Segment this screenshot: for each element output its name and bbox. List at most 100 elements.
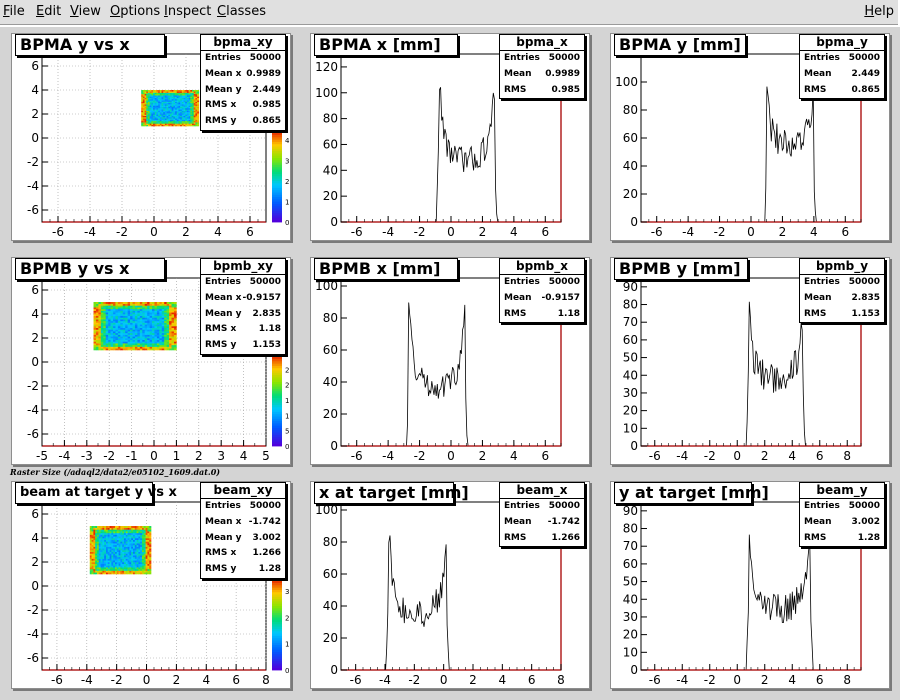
heatmap-cell — [104, 536, 107, 539]
heatmap-cell — [133, 543, 136, 546]
heatmap-cell — [163, 102, 166, 105]
heatmap-cell — [113, 538, 116, 541]
menu-classes[interactable]: Classes — [217, 4, 266, 19]
heatmap-cell — [141, 118, 144, 120]
heatmap-cell — [133, 565, 136, 568]
heatmap-cell — [193, 95, 196, 97]
heatmap-cell — [181, 117, 184, 119]
heatmap-cell — [161, 115, 164, 118]
heatmap-cell — [117, 339, 121, 342]
color-scale-step — [272, 199, 282, 202]
stats-value: 1.28 — [258, 564, 281, 575]
heatmap-cell — [166, 343, 170, 346]
heatmap-cell — [138, 568, 141, 571]
heatmap-cell — [139, 329, 143, 332]
menu-options[interactable]: Options — [110, 4, 161, 19]
heatmap-cell — [136, 536, 139, 539]
heatmap-cell — [124, 567, 127, 570]
heatmap-cell — [149, 529, 152, 532]
heatmap-cell — [171, 338, 175, 341]
x-tick-label: -4 — [379, 673, 391, 687]
heatmap-cell — [173, 326, 177, 329]
heatmap-cell — [164, 114, 167, 117]
heatmap-cell — [122, 334, 126, 337]
pad-beam_x[interactable]: -6 -4 -2 0 2 4 6 8 0 20 40 60 80 100 x at target [mm] b… — [310, 481, 590, 689]
heatmap-cell — [103, 327, 107, 330]
heatmap-cell — [173, 322, 177, 325]
menu-view[interactable]: View — [70, 4, 101, 19]
heatmap-cell — [173, 315, 177, 318]
heatmap-cell — [100, 534, 103, 537]
heatmap-cell — [180, 124, 183, 127]
y-tick-label: -4 — [27, 627, 39, 641]
heatmap-cell — [188, 124, 191, 127]
heatmap-cell — [127, 317, 131, 320]
z-tick-label: 20 — [285, 614, 290, 622]
heatmap-cell — [154, 93, 157, 96]
heatmap-cell — [139, 324, 143, 327]
pad-bpmb_x[interactable]: -6 -4 -2 0 2 4 6 0 20 40 60 80 100 BPMB x [mm] bpmb_x E… — [310, 257, 590, 465]
heatmap-cell — [143, 562, 146, 565]
heatmap-cell — [161, 117, 164, 119]
y-tick-label: 4 — [31, 83, 39, 97]
heatmap-cell — [178, 111, 181, 114]
heatmap-cell — [145, 536, 148, 539]
heatmap-cell — [134, 556, 137, 559]
heatmap-cell — [145, 555, 148, 558]
heatmap-cell — [130, 326, 133, 329]
heatmap-cell — [161, 96, 164, 99]
heatmap-cell — [129, 529, 132, 532]
menu-edit[interactable]: Edit — [36, 4, 62, 19]
heatmap-cell — [145, 550, 148, 553]
heatmap-cell — [114, 567, 118, 570]
heatmap-cell — [102, 565, 105, 568]
heatmap-cell — [102, 544, 105, 547]
menu-inspect[interactable]: Inspect — [164, 4, 212, 19]
heatmap-cell — [145, 541, 148, 544]
heatmap-cell — [144, 302, 148, 305]
heatmap-cell — [127, 562, 130, 565]
stats-row: Mean -0.9157 — [500, 291, 584, 307]
heatmap-cell — [181, 120, 184, 123]
heatmap-cell — [147, 91, 150, 93]
heatmap-cell — [98, 555, 101, 558]
heatmap-cell — [192, 92, 195, 95]
pad-bpmb_y[interactable]: -6 -4 -2 0 2 4 6 8 0 10 20 30 40 50 60 70 80 90 BPMB y [mm… — [610, 257, 890, 465]
menu-file[interactable]: File — [3, 4, 25, 19]
heatmap-cell — [125, 302, 128, 305]
heatmap-cell — [149, 550, 152, 553]
heatmap-cell — [181, 91, 184, 93]
heatmap-cell — [183, 124, 186, 127]
heatmap-cell — [149, 562, 152, 565]
heatmap-cell — [130, 302, 133, 305]
heatmap-cell — [161, 338, 165, 341]
heatmap-cell — [91, 550, 94, 553]
x-tick-label: -6 — [350, 673, 362, 687]
heatmap-cell — [168, 122, 171, 124]
stats-value: 2.835 — [851, 292, 880, 303]
heatmap-cell — [130, 329, 133, 332]
y-tick-label: 100 — [315, 279, 338, 293]
heatmap-cell — [197, 104, 200, 106]
heatmap-cell — [117, 320, 121, 323]
heatmap-cell — [193, 100, 196, 102]
heatmap-cell — [122, 317, 126, 320]
color-scale-step — [272, 162, 282, 165]
heatmap-cell — [158, 90, 161, 92]
pad-bpma_x[interactable]: -6 -4 -2 0 2 4 6 0 20 40 60 80 100 120 BPMA x [mm] bpma… — [310, 33, 590, 241]
menu-help[interactable]: Help — [864, 4, 894, 19]
y-tick-label: 6 — [31, 283, 39, 297]
pad-beam_y[interactable]: -6 -4 -2 0 2 4 6 8 0 10 20 30 40 50 60 70 80 90 y at targe… — [610, 481, 890, 689]
heatmap-cell — [166, 120, 169, 123]
heatmap-cell — [139, 303, 143, 306]
heatmap-cell — [146, 110, 149, 113]
heatmap-cell — [122, 572, 125, 575]
pad-bpmb_xy[interactable]: 0510152025-5-4-3-2-1012345-6-4-20246BPMB… — [11, 257, 291, 465]
heatmap-cell — [149, 115, 152, 118]
heatmap-cell — [113, 348, 116, 351]
heatmap-cell — [142, 346, 146, 349]
heatmap-cell — [140, 541, 143, 544]
